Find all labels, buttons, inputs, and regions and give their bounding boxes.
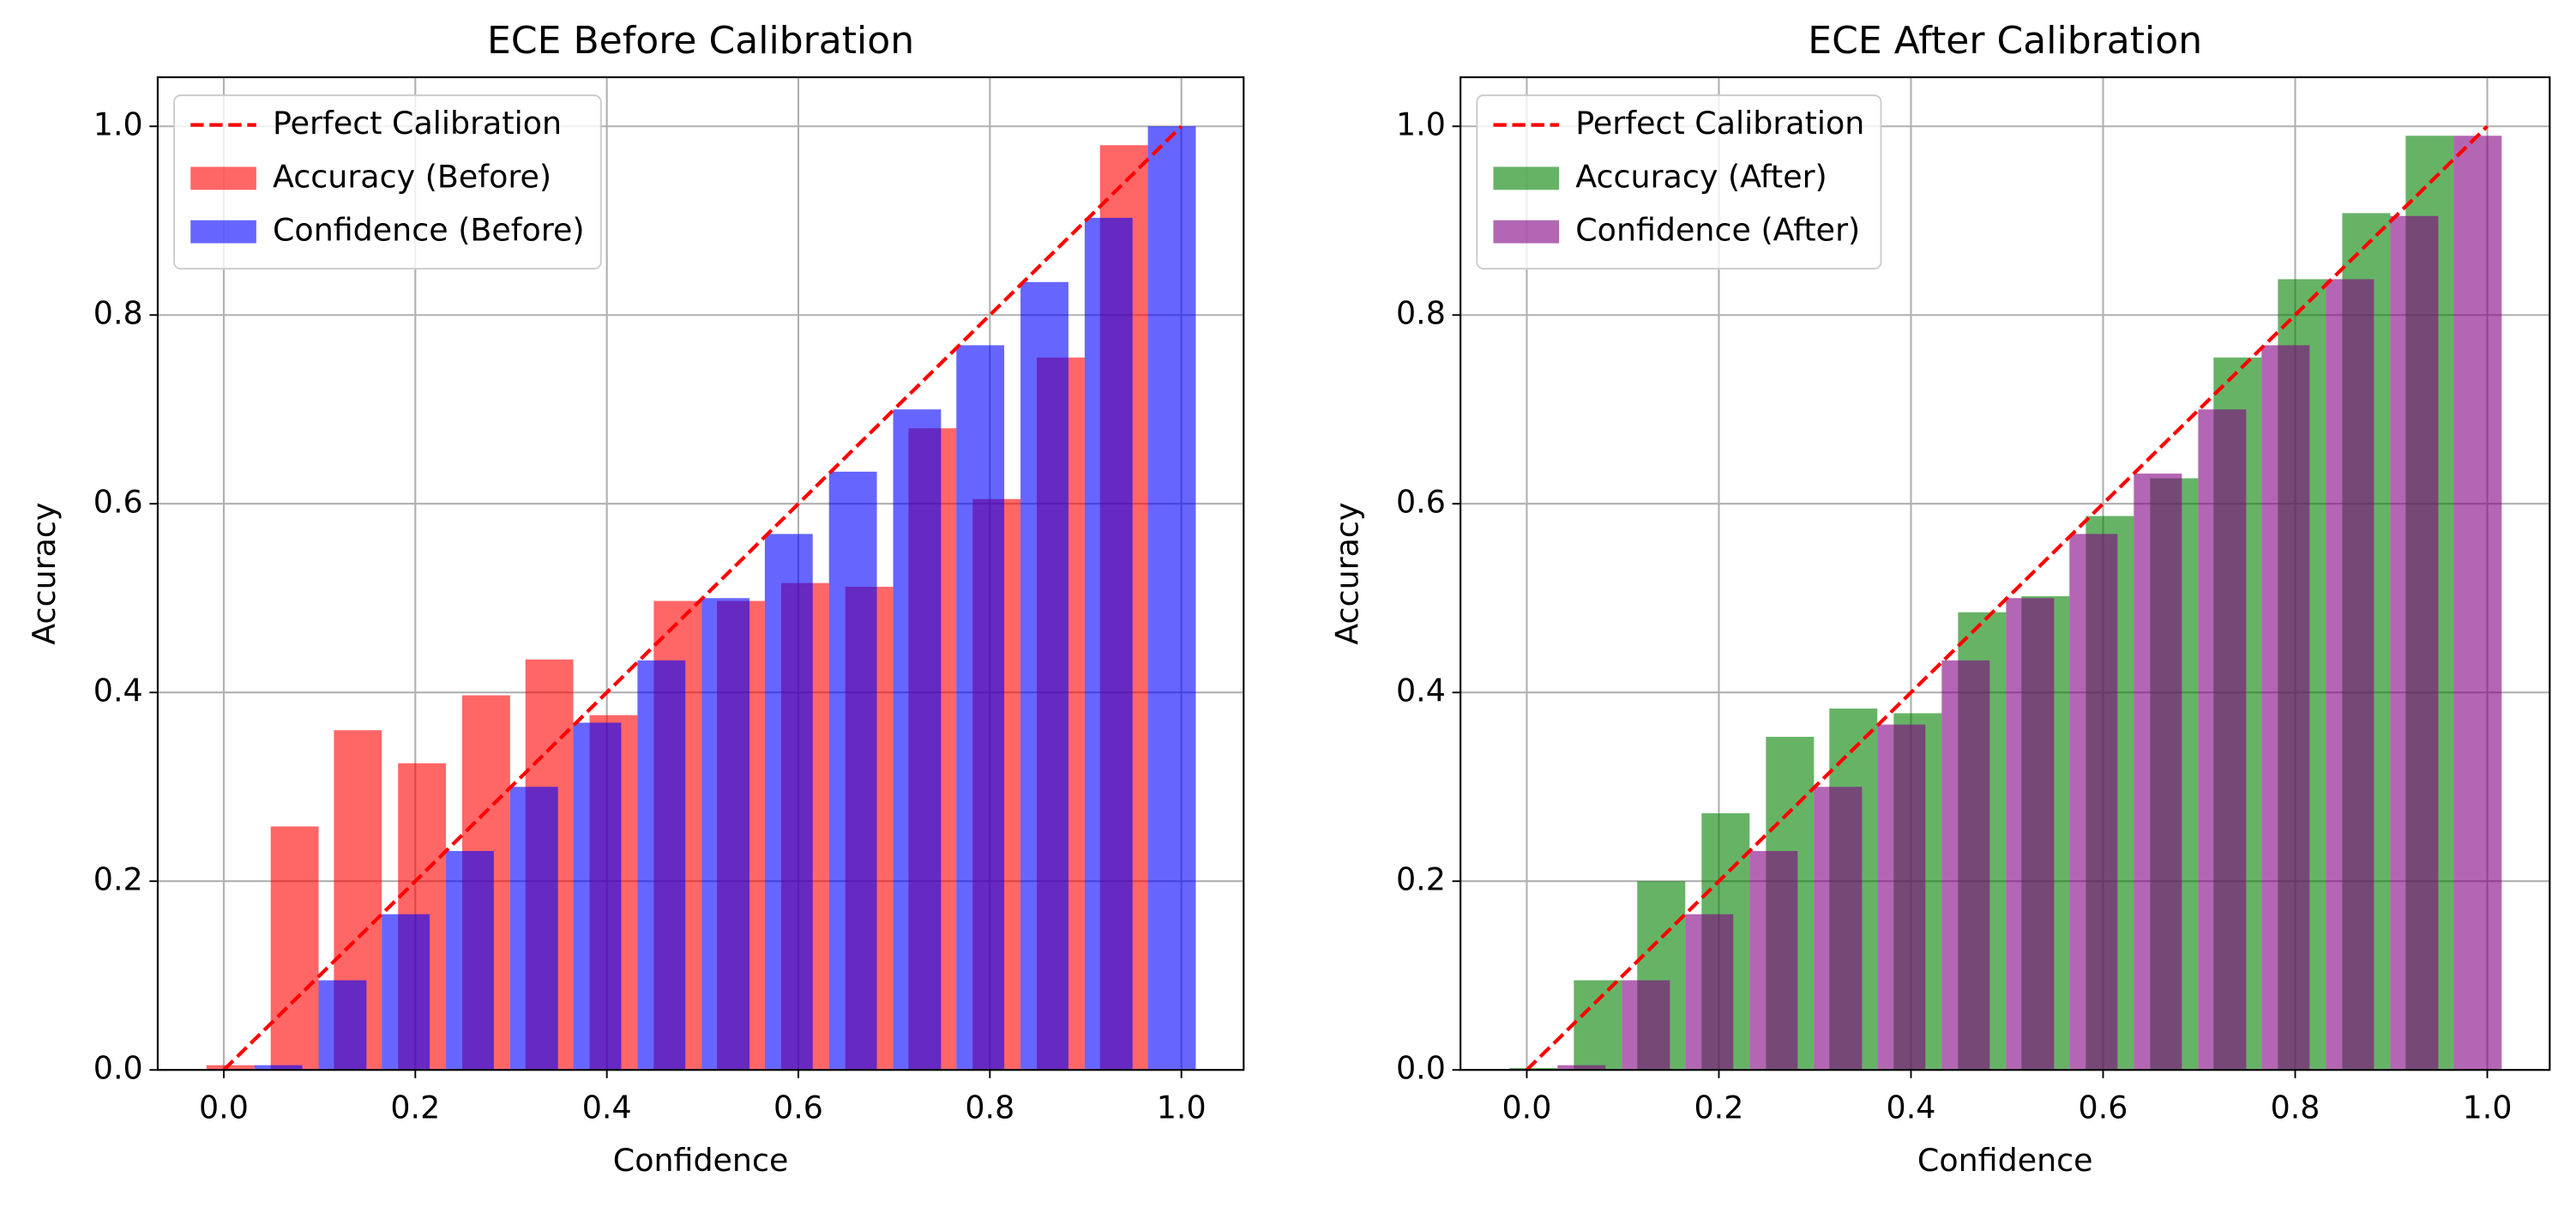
bar — [1574, 980, 1622, 1071]
bar — [764, 534, 813, 1071]
x-tick-label: 0.6 — [773, 1089, 823, 1126]
bar — [828, 471, 877, 1071]
x-tick-label: 0.4 — [1887, 1089, 1936, 1126]
bar — [956, 345, 1005, 1071]
x-tick-label: 0.2 — [390, 1089, 440, 1126]
y-tick-label: 0.0 — [93, 1050, 143, 1087]
y-axis-label: Accuracy — [26, 503, 63, 645]
bar — [2198, 409, 2247, 1071]
x-tick-label: 0.2 — [1694, 1089, 1744, 1126]
bar — [893, 409, 942, 1071]
plot-frame — [1460, 76, 2551, 1071]
x-tick-label: 1.0 — [2463, 1089, 2513, 1126]
bar — [1814, 787, 1863, 1071]
legend-label: Perfect Calibration — [273, 105, 562, 142]
bar — [2006, 598, 2055, 1071]
bar — [573, 722, 622, 1071]
bar — [1084, 217, 1133, 1071]
bar — [318, 980, 367, 1071]
legend-label: Confidence (After) — [1575, 212, 1860, 249]
bar — [1622, 980, 1670, 1071]
bar — [1877, 724, 1926, 1071]
x-tick-label: 0.6 — [2079, 1089, 2128, 1126]
y-tick-label: 0.4 — [93, 673, 143, 709]
bar — [1685, 914, 1734, 1071]
bar — [701, 598, 750, 1071]
y-tick-label: 0.0 — [1396, 1050, 1446, 1087]
chart-title: ECE Before Calibration — [487, 19, 914, 63]
y-tick-label: 0.6 — [93, 484, 143, 521]
y-tick-label: 0.4 — [1396, 673, 1446, 709]
bar — [382, 914, 430, 1071]
bar — [446, 851, 494, 1071]
bar — [270, 826, 319, 1071]
legend-box — [1476, 94, 1882, 270]
x-tick-label: 0.8 — [2271, 1089, 2320, 1126]
plot-frame — [156, 76, 1245, 1071]
bar — [1941, 660, 1990, 1071]
x-axis-label: Confidence — [1917, 1142, 2093, 1179]
x-tick-label: 1.0 — [1157, 1089, 1207, 1126]
legend-swatch — [190, 220, 256, 244]
legend-label: Perfect Calibration — [1575, 105, 1864, 142]
y-tick-label: 0.2 — [1396, 861, 1446, 898]
y-tick-label: 0.8 — [93, 295, 143, 332]
bar — [2261, 345, 2310, 1071]
x-tick-label: 0.8 — [965, 1089, 1014, 1126]
chart-title: ECE After Calibration — [1808, 19, 2202, 63]
bar — [1020, 281, 1068, 1071]
y-axis-label: Accuracy — [1328, 503, 1365, 645]
bar — [2134, 474, 2182, 1071]
x-axis-label: Confidence — [613, 1142, 789, 1179]
legend-label: Accuracy (After) — [1575, 158, 1827, 195]
y-tick-label: 0.6 — [1396, 484, 1446, 521]
bar — [2326, 279, 2374, 1071]
line — [222, 124, 1183, 1071]
bar — [206, 1065, 255, 1071]
bar — [2069, 534, 2118, 1071]
bar — [509, 787, 558, 1071]
legend-swatch — [190, 166, 256, 190]
legend-label: Accuracy (Before) — [273, 158, 551, 195]
bar — [2390, 215, 2439, 1071]
x-tick-label: 0.0 — [199, 1089, 249, 1126]
bar — [254, 1065, 303, 1071]
bar — [637, 660, 686, 1071]
legend-label: Confidence (Before) — [273, 212, 585, 249]
x-tick-label: 0.0 — [1502, 1089, 1552, 1126]
subplot: 0.0 0.2 0.4 0.6 0.8 1.0 0.0 0.2 0.4 0.6 0.8 1.0 ECE … — [1328, 19, 2551, 1179]
y-tick-label: 1.0 — [1396, 106, 1446, 143]
bar — [1509, 1068, 1558, 1071]
bar — [1147, 126, 1196, 1071]
y-tick-label: 0.8 — [1396, 295, 1446, 332]
legend-swatch — [1493, 166, 1560, 190]
legend-box — [173, 94, 602, 270]
y-tick-label: 0.2 — [93, 861, 143, 898]
subplot: 0.0 0.2 0.4 0.6 0.8 1.0 0.0 0.2 0.4 0.6 0.8 1.0 ECE … — [26, 19, 1245, 1179]
legend-swatch — [1493, 220, 1560, 244]
bar — [2453, 136, 2502, 1071]
y-tick-label: 1.0 — [93, 106, 143, 143]
x-tick-label: 0.4 — [582, 1089, 632, 1126]
bar — [1749, 851, 1798, 1071]
bar — [1557, 1065, 1606, 1071]
line — [1525, 124, 2489, 1071]
